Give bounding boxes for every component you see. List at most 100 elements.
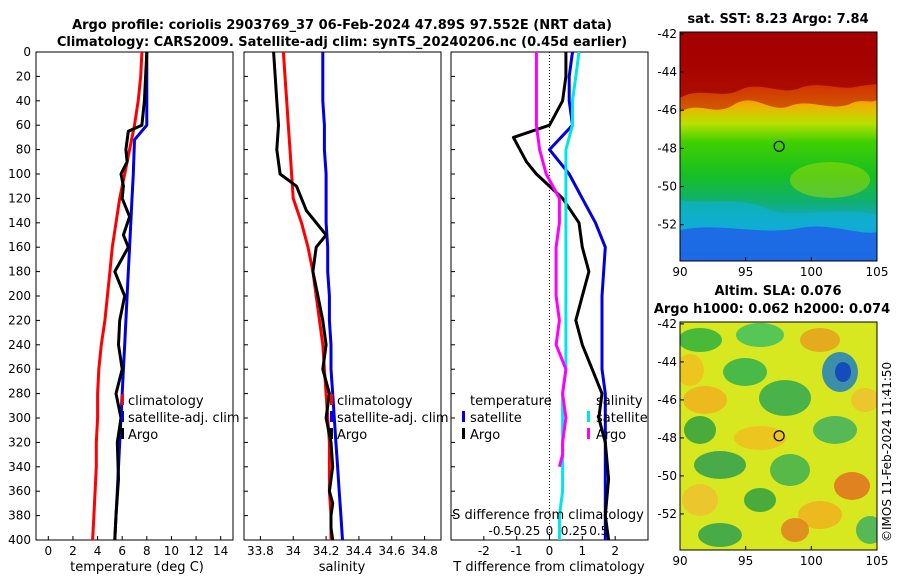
legend-swatch-argo <box>121 428 124 439</box>
legend-t-satellite: satellite <box>470 411 522 426</box>
series-line-argo <box>113 51 149 541</box>
depth-axis: 0 20 40 60 80 100 120 140 160 180 200 220 240 260 280 3… <box>8 45 31 547</box>
sla-anomaly-blob <box>694 451 746 479</box>
map-y-tick-label: -50 <box>657 180 677 194</box>
map-y-tick-label: -52 <box>657 507 677 521</box>
sla-map-title-line-2: Argo h1000: 0.062 h2000: 0.074 <box>654 302 890 317</box>
sst-warm-band <box>680 32 877 98</box>
salinity-difference-ticks: -0.5-0.25 0 0.25 0.5 <box>489 524 609 538</box>
depth-tick-label: 360 <box>8 484 31 498</box>
sla-anomaly-blob <box>680 328 722 352</box>
legend-satellite: satellite-adj. clim <box>337 411 449 426</box>
x-tick-label: 8 <box>143 544 151 558</box>
sst-warm-tongue <box>790 162 870 198</box>
series-line-climatology <box>91 51 144 541</box>
x-tick-label: 10 <box>164 544 179 558</box>
sla-x-ticks: 90 95 100 105 <box>672 546 888 568</box>
legend-temperature-title: temperature <box>470 394 552 409</box>
sst-map-title: sat. SST: 8.23 Argo: 7.84 <box>687 12 868 27</box>
series-line-climatology <box>281 51 333 540</box>
sla-anomaly-blob <box>684 416 716 444</box>
sst-blue-patch <box>680 226 877 261</box>
series-line-t-satellite <box>548 51 607 540</box>
map-y-tick-label: -44 <box>657 65 677 79</box>
s-tick-label: -0.5 <box>489 524 512 538</box>
salinity-series <box>272 51 344 541</box>
depth-tick-label: 400 <box>8 533 31 547</box>
sla-anomaly-blob <box>770 454 810 486</box>
difference-series <box>511 51 611 541</box>
map-x-tick-label: 90 <box>672 265 687 279</box>
sla-anomaly-blobs <box>680 323 877 547</box>
map-x-tick-label: 100 <box>800 265 823 279</box>
map-x-tick-label: 95 <box>738 265 753 279</box>
legend-swatch-t-argo <box>462 428 465 439</box>
sla-argo-position-marker <box>773 430 785 442</box>
map-y-tick-label: -42 <box>657 27 677 41</box>
x-tick-label: 2 <box>69 544 77 558</box>
sla-anomaly-blob <box>723 358 767 386</box>
imos-credit: ©IMOS 11-Feb-2024 11:41:50 <box>880 362 894 542</box>
sla-anomaly-blob <box>800 328 840 352</box>
temperature-xlabel: temperature (deg C) <box>70 560 204 575</box>
temperature-series <box>91 51 149 541</box>
depth-tick-label: 80 <box>16 143 31 157</box>
temperature-x-ticks: 0 2 4 6 8 10 12 14 <box>44 536 228 558</box>
x-tick-label: 6 <box>118 544 126 558</box>
x-tick-label: 34 <box>286 544 301 558</box>
series-line-satellite-adj-clim <box>321 52 344 541</box>
series-line-s-argo <box>534 52 568 468</box>
difference-legend: temperature satellite Argo salinity sate… <box>462 394 648 443</box>
difference-x-ticks: -2 -1 0 1 2 <box>478 536 619 558</box>
depth-tick-label: 260 <box>8 362 31 376</box>
depth-tick-label: 160 <box>8 240 31 254</box>
legend-swatch-t-satellite <box>462 411 465 422</box>
x-tick-label: 0 <box>546 544 554 558</box>
x-tick-label: -2 <box>478 544 490 558</box>
legend-satellite: satellite-adj. clim <box>128 411 240 426</box>
depth-tick-label: 300 <box>8 411 31 425</box>
difference-top-xlabel: S difference from climatology <box>452 508 644 523</box>
depth-tick-label: 0 <box>23 45 31 59</box>
map-y-tick-label: -46 <box>657 393 677 407</box>
depth-tick-label: 380 <box>8 509 31 523</box>
legend-argo: Argo <box>337 428 367 443</box>
tick-marks <box>36 51 455 541</box>
map-y-tick-label: -52 <box>657 218 677 232</box>
series-line-s-satellite <box>557 51 581 540</box>
legend-swatch-satellite <box>121 411 124 422</box>
salinity-legend: climatology satellite-adj. clim Argo <box>330 394 449 443</box>
x-tick-label: 34.4 <box>346 544 373 558</box>
legend-climatology: climatology <box>128 394 204 409</box>
difference-xlabel: T difference from climatology <box>452 560 645 575</box>
sst-map <box>680 32 877 261</box>
map-x-tick-label: 100 <box>800 554 823 568</box>
title-line-1: Argo profile: coriolis 2903769_37 06-Feb… <box>72 18 612 33</box>
sla-anomaly-blob <box>736 323 784 347</box>
depth-tick-label: 180 <box>8 265 31 279</box>
salinity-panel-frame <box>243 51 442 541</box>
x-tick-label: 2 <box>611 544 619 558</box>
depth-tick-label: 100 <box>8 167 31 181</box>
x-tick-label: 0 <box>44 544 52 558</box>
temperature-legend: climatology satellite-adj. clim Argo <box>121 394 240 443</box>
depth-tick-label: 120 <box>8 191 31 205</box>
x-tick-label: 33.8 <box>247 544 274 558</box>
legend-s-satellite: satellite <box>596 411 648 426</box>
depth-tick-label: 40 <box>16 94 31 108</box>
sla-anomaly-blob <box>834 472 870 500</box>
sst-map-frame <box>679 31 878 262</box>
legend-s-argo: Argo <box>596 428 626 443</box>
sla-anomaly-blob <box>698 523 742 547</box>
x-tick-label: 12 <box>188 544 203 558</box>
map-y-tick-label: -44 <box>657 355 677 369</box>
legend-swatch-s-satellite <box>587 411 590 422</box>
s-tick-label: 0.5 <box>589 524 608 538</box>
x-tick-label: 14 <box>213 544 228 558</box>
title-line-2: Climatology: CARS2009. Satellite-adj cli… <box>57 35 627 50</box>
map-y-tick-label: -48 <box>657 141 677 155</box>
sla-anomaly-blob <box>744 488 776 512</box>
sst-argo-position-marker <box>773 140 785 152</box>
legend-swatch-argo <box>330 428 333 439</box>
